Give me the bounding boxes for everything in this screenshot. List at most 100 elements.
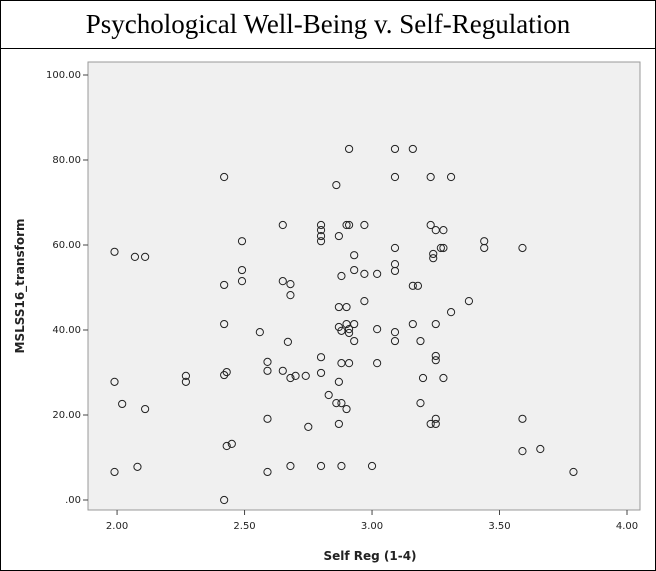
plot-area <box>87 61 641 511</box>
point <box>390 266 400 276</box>
point <box>278 366 287 375</box>
point <box>518 243 527 253</box>
point <box>334 377 343 386</box>
point <box>237 237 247 246</box>
point <box>439 373 448 383</box>
point <box>416 399 425 408</box>
point <box>464 297 474 306</box>
point <box>227 439 236 449</box>
point <box>431 414 440 423</box>
point <box>350 336 359 346</box>
point <box>429 249 438 259</box>
point <box>344 328 354 338</box>
point <box>263 357 272 366</box>
point <box>278 277 287 286</box>
point <box>237 277 247 286</box>
point <box>337 271 346 281</box>
point <box>429 254 438 263</box>
point <box>446 172 456 182</box>
point <box>141 404 150 414</box>
point <box>436 243 445 253</box>
y-tick-label: 20.00 <box>52 410 81 421</box>
point <box>350 265 359 275</box>
point <box>220 172 229 182</box>
point <box>133 462 142 471</box>
point <box>301 371 310 381</box>
x-axis-label: Self Reg (1-4) <box>323 549 416 563</box>
point <box>408 319 417 329</box>
point <box>316 461 326 471</box>
point <box>390 336 400 346</box>
point <box>337 326 346 335</box>
point <box>110 467 119 477</box>
point <box>220 319 229 329</box>
point <box>255 328 264 337</box>
point <box>367 461 377 471</box>
y-tick-label: 80.00 <box>52 155 81 166</box>
point <box>373 269 382 279</box>
point <box>360 220 369 230</box>
point <box>373 359 382 368</box>
point <box>344 325 354 334</box>
point <box>337 399 346 408</box>
point <box>316 226 326 235</box>
point <box>344 220 354 230</box>
chart-title: Psychological Well-Being v. Self-Regulat… <box>86 9 571 39</box>
point <box>431 419 440 429</box>
point <box>220 495 229 505</box>
point <box>350 319 359 329</box>
y-tick-label: 100.00 <box>46 70 81 81</box>
point <box>324 390 333 400</box>
point <box>141 252 150 262</box>
point <box>431 356 440 365</box>
point <box>431 351 440 361</box>
y-axis-label: MSLSS16_transform <box>13 219 28 354</box>
point <box>426 172 435 182</box>
point <box>360 297 369 306</box>
point <box>263 414 272 423</box>
point <box>426 419 435 429</box>
point <box>332 180 341 190</box>
point <box>316 237 326 246</box>
point <box>334 419 343 429</box>
point <box>569 467 578 477</box>
x-tick-label: 2.00 <box>106 521 128 532</box>
point <box>130 252 140 262</box>
x-tick-label: 3.50 <box>488 521 510 532</box>
point <box>413 281 423 290</box>
point <box>518 414 527 423</box>
point <box>342 404 351 414</box>
point <box>426 220 435 230</box>
point <box>286 461 295 471</box>
point <box>316 368 326 378</box>
point <box>118 399 127 409</box>
point <box>408 144 417 154</box>
y-tick-label: 60.00 <box>52 240 81 251</box>
x-tick-label: 3.00 <box>361 521 383 532</box>
point <box>390 172 400 182</box>
point <box>344 144 354 154</box>
point <box>431 319 440 329</box>
point <box>439 226 448 235</box>
point <box>278 220 287 230</box>
point <box>263 366 272 375</box>
point <box>332 399 341 408</box>
point <box>373 325 382 334</box>
point <box>518 447 527 456</box>
point <box>418 373 428 383</box>
point <box>344 359 354 368</box>
point <box>110 377 119 386</box>
point <box>350 251 359 260</box>
point <box>316 353 326 362</box>
point <box>222 367 231 377</box>
point <box>286 291 295 300</box>
point <box>222 441 231 451</box>
point <box>416 336 425 346</box>
point <box>480 243 489 253</box>
point <box>536 444 545 454</box>
point <box>110 247 119 256</box>
point <box>390 243 400 253</box>
point <box>360 269 369 279</box>
point <box>342 302 351 312</box>
x-tick-label: 2.50 <box>233 521 255 532</box>
